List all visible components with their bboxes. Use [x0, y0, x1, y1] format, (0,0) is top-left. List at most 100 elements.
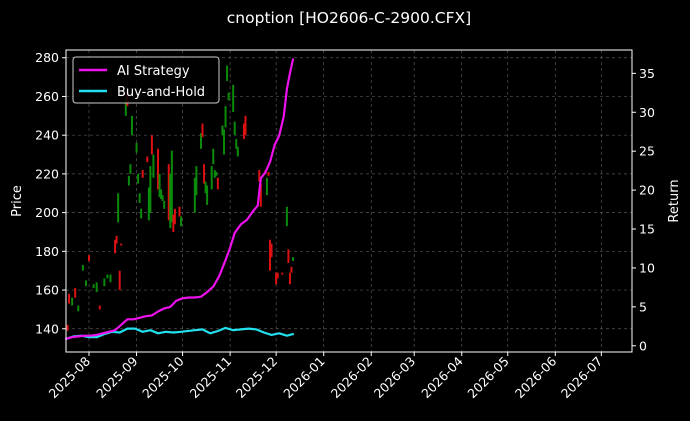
- candle: [115, 235, 118, 244]
- y-axis-label: Price: [10, 185, 25, 217]
- candle: [141, 170, 144, 178]
- chart-title: cnoption [HO2606-C-2900.CFX]: [227, 9, 471, 27]
- candle: [130, 115, 133, 136]
- y2-tick-label: 15: [639, 222, 655, 237]
- y-axis-right: 0 5 10 15 20 25 30 35: [632, 66, 655, 353]
- y2-tick-label: 0: [639, 338, 647, 353]
- candle: [276, 272, 279, 279]
- candle: [206, 185, 209, 205]
- candle: [201, 123, 204, 138]
- candle: [71, 297, 74, 306]
- y-tick-label: 220: [35, 166, 59, 181]
- candle: [265, 177, 268, 196]
- candle: [215, 171, 218, 176]
- candle: [287, 249, 290, 263]
- candle: [146, 156, 149, 163]
- candle: [103, 278, 106, 287]
- candle: [138, 193, 141, 203]
- candle: [137, 173, 140, 184]
- candle: [68, 293, 71, 304]
- candle: [114, 239, 117, 254]
- y-tick-label: 240: [35, 128, 59, 143]
- y2-tick-label: 10: [639, 260, 655, 275]
- candle: [77, 305, 80, 312]
- candle: [74, 288, 77, 298]
- candle: [84, 280, 87, 287]
- candle: [169, 173, 172, 229]
- candle: [95, 282, 98, 292]
- y2-axis-label: Return: [667, 179, 682, 222]
- y2-tick-label: 30: [639, 105, 655, 120]
- y2-tick-label: 35: [639, 66, 655, 81]
- candle: [270, 243, 273, 258]
- candle: [235, 139, 238, 149]
- candle: [213, 170, 216, 178]
- candle: [120, 243, 123, 246]
- candle: [147, 187, 150, 221]
- candle: [288, 272, 291, 285]
- candle: [66, 324, 69, 331]
- plot-area-frame: [65, 49, 633, 353]
- y-axis-left: 140 160 180 200 220 240 260 280: [35, 50, 66, 336]
- candle: [81, 264, 84, 271]
- candle: [129, 164, 132, 174]
- candle: [158, 173, 161, 198]
- candlestick-series: [66, 65, 295, 331]
- candle: [227, 92, 230, 101]
- legend-box: [72, 56, 220, 104]
- y2-tick-label: 5: [639, 299, 647, 314]
- grid-lines: [66, 50, 632, 352]
- candle: [233, 121, 236, 136]
- y-tick-label: 260: [35, 89, 59, 104]
- y2-tick-label: 20: [639, 183, 655, 198]
- candle: [236, 146, 239, 157]
- candle: [242, 123, 245, 140]
- candle: [98, 305, 101, 310]
- candle: [163, 201, 166, 209]
- candle: [88, 255, 91, 262]
- candle: [269, 239, 272, 271]
- legend-label-buy-and-hold: Buy-and-Hold: [117, 85, 205, 100]
- candle: [212, 148, 215, 165]
- candle: [172, 214, 175, 232]
- candle: [152, 154, 155, 178]
- candle: [224, 106, 227, 128]
- return-lines: [64, 58, 295, 340]
- candle: [161, 195, 164, 201]
- candle: [106, 274, 109, 279]
- legend-label-ai-strategy: AI Strategy: [117, 64, 190, 79]
- legend: AI Strategy Buy-and-Hold: [72, 56, 220, 104]
- candle: [195, 166, 198, 196]
- buy-and-hold-line: [64, 326, 295, 340]
- y-tick-label: 280: [35, 50, 59, 65]
- candle: [259, 183, 262, 207]
- candle: [221, 125, 224, 136]
- candle: [216, 177, 219, 190]
- candle: [140, 208, 143, 219]
- y-tick-label: 180: [35, 244, 59, 259]
- candle: [199, 133, 202, 149]
- candle: [232, 84, 235, 112]
- candle: [178, 206, 181, 217]
- candle: [226, 65, 229, 81]
- candle: [160, 189, 163, 200]
- candle: [210, 166, 213, 190]
- ai-strategy-line: [64, 58, 295, 340]
- candle: [170, 150, 173, 223]
- candle: [117, 193, 120, 223]
- candle: [193, 177, 196, 213]
- candle: [173, 208, 176, 225]
- y-tick-label: 200: [35, 205, 59, 220]
- candle: [267, 171, 270, 176]
- y-tick-label: 140: [35, 321, 59, 336]
- candle: [135, 142, 138, 153]
- candle: [149, 166, 152, 213]
- candle: [222, 129, 225, 155]
- candle: [292, 257, 295, 262]
- candle: [290, 266, 293, 273]
- candle: [124, 96, 127, 116]
- candle: [244, 115, 247, 136]
- candle: [150, 135, 153, 155]
- candle: [204, 181, 207, 194]
